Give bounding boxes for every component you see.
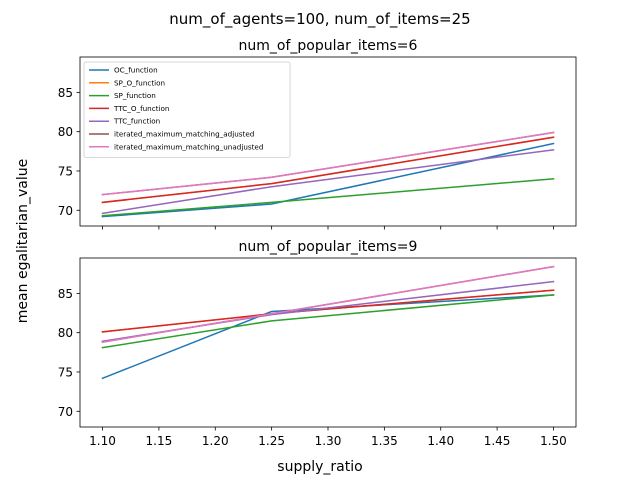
- series-line: [101, 142, 555, 218]
- x-tick-label: 1.50: [540, 434, 567, 448]
- x-tick-label: 1.25: [258, 434, 285, 448]
- legend-label: SP_function: [114, 91, 156, 100]
- legend-label: OC_function: [114, 66, 158, 75]
- series-line: [101, 148, 555, 215]
- y-tick-label: 70: [58, 405, 73, 419]
- y-tick-label: 80: [58, 125, 73, 139]
- legend-box: [83, 61, 291, 158]
- figure-y-axis-label: mean egalitarian_value: [15, 159, 31, 323]
- figure-suptitle: num_of_agents=100, num_of_items=25: [169, 10, 470, 29]
- series-line: [101, 265, 555, 343]
- figure-x-axis-label: supply_ratio: [277, 459, 362, 475]
- legend-label: TTC_O_function: [113, 104, 169, 113]
- x-tick-label: 1.45: [484, 434, 511, 448]
- x-tick-label: 1.30: [315, 434, 342, 448]
- panel-title: num_of_popular_items=9: [239, 239, 418, 255]
- y-tick-label: 75: [58, 365, 73, 379]
- series-line: [101, 294, 555, 380]
- x-tick-label: 1.35: [371, 434, 398, 448]
- x-tick-label: 1.40: [427, 434, 454, 448]
- series-line: [101, 289, 555, 333]
- chart-panel-top: num_of_popular_items=6 70 75 80 85 OC_functio…: [58, 38, 577, 230]
- series-line: [101, 294, 555, 349]
- x-tick-label: 1.10: [89, 434, 116, 448]
- legend-label: iterated_maximum_matching_adjusted: [114, 130, 254, 139]
- x-tick-label: 1.15: [146, 434, 173, 448]
- y-tick-label: 85: [58, 287, 73, 301]
- legend-label: SP_O_function: [114, 78, 165, 87]
- legend: OC_function SP_O_function SP_function TTC_O…: [83, 61, 291, 158]
- series-line: [101, 280, 555, 343]
- axes-frame: [79, 257, 577, 428]
- y-tick-label: 70: [58, 204, 73, 218]
- y-tick-label: 75: [58, 164, 73, 178]
- x-tick-label: 1.20: [202, 434, 229, 448]
- series-line: [101, 131, 555, 196]
- y-tick-label: 85: [58, 86, 73, 100]
- panel-title: num_of_popular_items=6: [239, 38, 418, 54]
- chart-panel-bottom: num_of_popular_items=9 70 75 80 85 1.10 1.15 1.…: [58, 239, 577, 448]
- legend-label: TTC_function: [113, 117, 160, 126]
- legend-label: iterated_maximum_matching_unadjusted: [114, 142, 263, 151]
- y-tick-label: 80: [58, 326, 73, 340]
- series-line: [101, 177, 555, 217]
- series-line: [101, 136, 555, 204]
